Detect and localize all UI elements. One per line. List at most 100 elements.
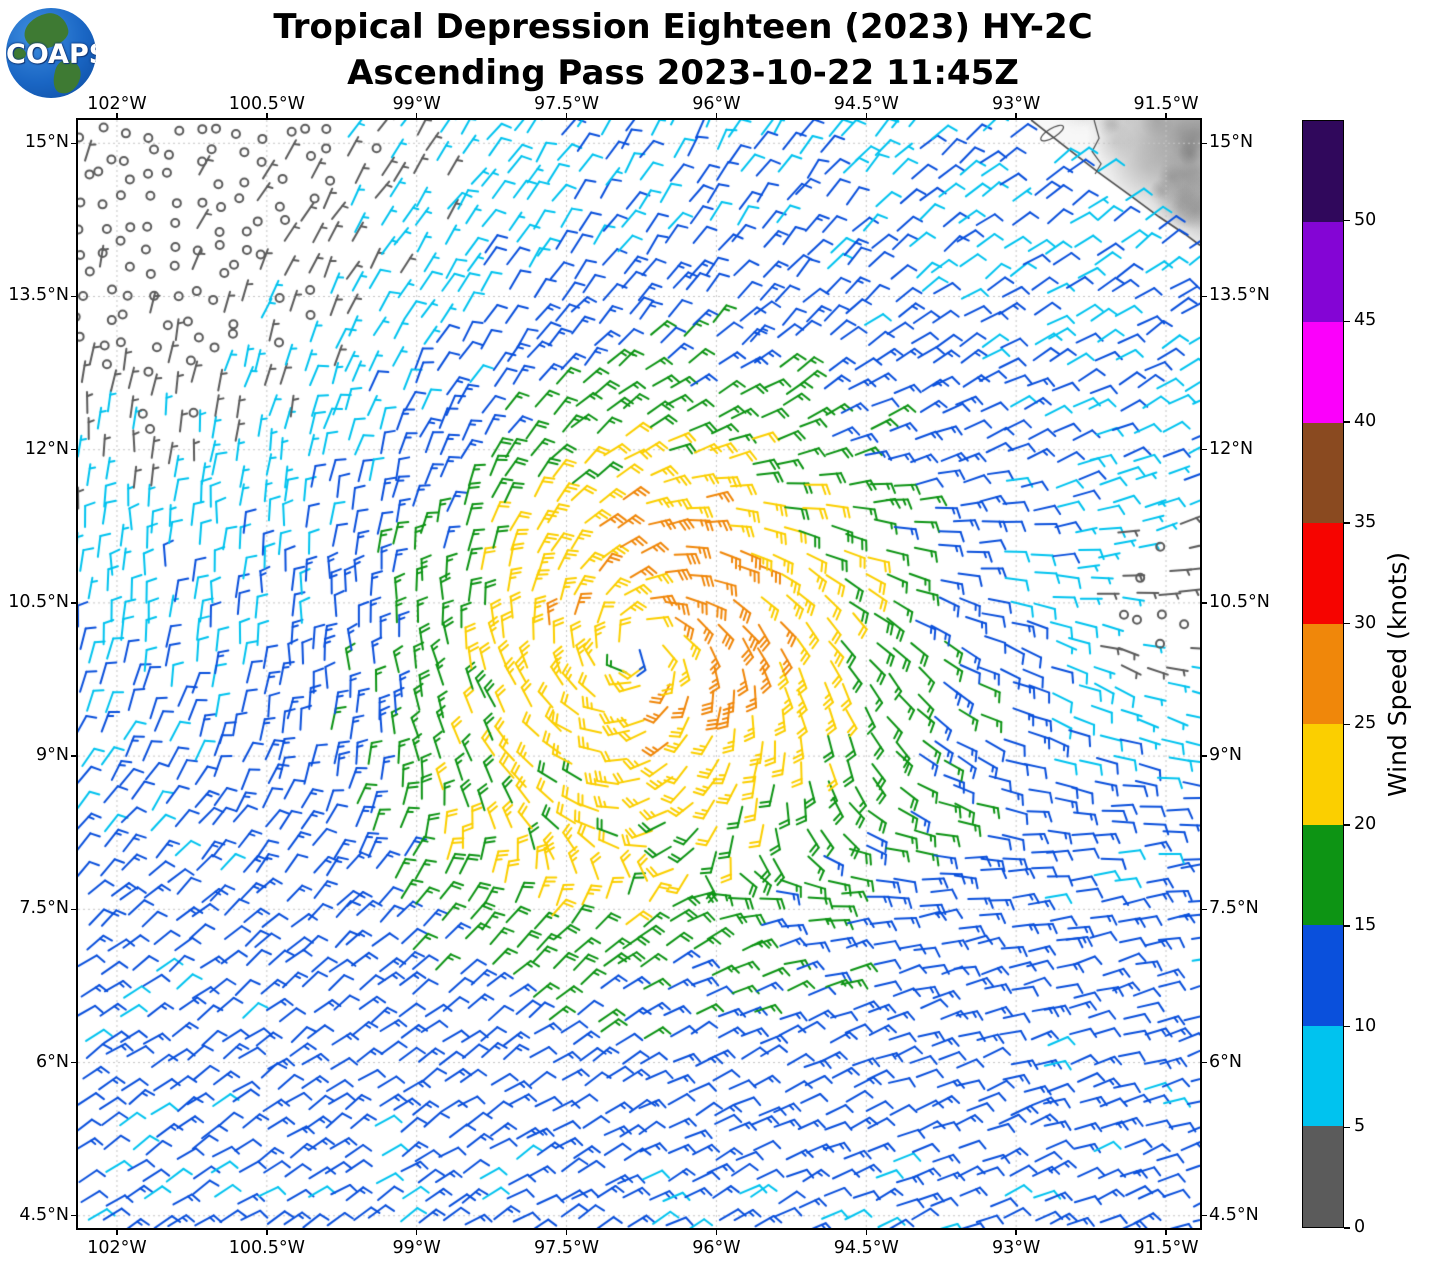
colorbar-segment: [1303, 1025, 1343, 1127]
x-tick-label-top: 97.5°W: [534, 94, 600, 114]
colorbar-tick-label: 20: [1354, 814, 1377, 835]
x-tick-label-bottom: 93°W: [991, 1238, 1041, 1258]
colorbar-tick-mark: [1344, 723, 1350, 726]
y-tick-mark-left: [71, 142, 78, 145]
colorbar-tick-mark: [1344, 622, 1350, 625]
x-tick-label-bottom: 100.5°W: [228, 1238, 305, 1258]
colorbar-segment: [1303, 221, 1343, 323]
colorbar-tick-label: 0: [1354, 1217, 1366, 1237]
colorbar-tick-mark: [1344, 1126, 1350, 1129]
y-tick-label-left: 10.5°N: [8, 591, 69, 612]
colorbar-tick-mark: [1344, 1025, 1350, 1028]
colorbar-tick-mark: [1344, 925, 1350, 927]
y-tick-label-right: 12°N: [1209, 438, 1254, 459]
y-tick-mark-right: [1200, 1061, 1207, 1064]
colorbar-tick-mark: [1344, 522, 1350, 524]
x-tick-label-bottom: 102°W: [87, 1238, 147, 1258]
x-tick-mark-top: [715, 113, 718, 120]
wind-barb-canvas: [78, 120, 1200, 1228]
colorbar-segment: [1303, 121, 1343, 222]
x-tick-mark-bottom: [1165, 1228, 1167, 1235]
x-tick-label-top: 93°W: [991, 94, 1041, 114]
coaps-logo: COAPS: [6, 8, 96, 98]
x-tick-label-bottom: 91.5°W: [1133, 1238, 1199, 1258]
x-tick-mark-bottom: [715, 1228, 718, 1235]
colorbar-tick-label: 25: [1354, 713, 1377, 734]
colorbar-segment: [1303, 1126, 1343, 1228]
colorbar-axis-label: Wind Speed (knots): [1383, 551, 1413, 797]
x-tick-label-top: 102°W: [87, 94, 147, 114]
x-tick-label-bottom: 99°W: [392, 1238, 441, 1258]
x-tick-mark-top: [266, 113, 268, 120]
x-tick-mark-top: [1165, 113, 1167, 120]
y-tick-label-right: 10.5°N: [1209, 591, 1270, 612]
x-tick-mark-top: [565, 113, 568, 120]
y-tick-label-left: 6°N: [36, 1051, 69, 1072]
y-tick-mark-right: [1200, 908, 1207, 911]
title-block: Tropical Depression Eighteen (2023) HY-2…: [100, 4, 1266, 96]
y-tick-label-right: 13.5°N: [1209, 285, 1270, 306]
y-tick-mark-left: [71, 448, 78, 451]
colorbar-tick-mark: [1344, 824, 1350, 826]
colorbar-tick-label: 5: [1354, 1116, 1366, 1137]
logo-continent-west: [10, 48, 26, 60]
y-tick-mark-right: [1200, 295, 1207, 298]
y-tick-mark-right: [1200, 755, 1207, 757]
x-tick-mark-bottom: [1015, 1228, 1017, 1235]
colorbar-tick-label: 35: [1354, 511, 1377, 532]
y-tick-label-left: 15°N: [24, 132, 69, 153]
x-tick-label-top: 96°W: [692, 94, 741, 114]
x-tick-mark-top: [1015, 113, 1017, 120]
y-tick-label-left: 12°N: [24, 438, 69, 459]
colorbar-tick-mark: [1344, 320, 1350, 323]
y-tick-mark-left: [71, 1061, 78, 1064]
colorbar-tick-label: 45: [1354, 310, 1377, 331]
y-tick-mark-left: [71, 1214, 78, 1217]
y-tick-mark-right: [1200, 602, 1207, 604]
y-tick-mark-right: [1200, 1214, 1207, 1217]
y-tick-mark-right: [1200, 142, 1207, 145]
colorbar-tick-mark: [1344, 219, 1350, 222]
x-tick-mark-bottom: [116, 1228, 118, 1235]
x-tick-label-top: 91.5°W: [1133, 94, 1199, 114]
y-tick-label-right: 9°N: [1209, 745, 1242, 766]
colorbar-segment: [1303, 824, 1343, 926]
x-tick-label-bottom: 97.5°W: [534, 1238, 600, 1258]
colorbar-tick-label: 10: [1354, 1015, 1377, 1036]
colorbar-tick-label: 40: [1354, 411, 1377, 432]
x-tick-mark-bottom: [266, 1228, 268, 1235]
chart-title-line1: Tropical Depression Eighteen (2023) HY-2…: [273, 7, 1093, 47]
colorbar-tick-label: 50: [1354, 209, 1377, 230]
colorbar-tick-mark: [1344, 1227, 1350, 1229]
x-tick-label-top: 99°W: [392, 94, 441, 114]
x-tick-mark-top: [415, 113, 418, 120]
x-tick-label-top: 100.5°W: [228, 94, 305, 114]
colorbar: [1302, 120, 1344, 1228]
x-tick-mark-bottom: [415, 1228, 418, 1235]
y-tick-label-left: 4.5°N: [19, 1204, 69, 1225]
y-tick-mark-left: [71, 602, 78, 604]
colorbar-segment: [1303, 623, 1343, 725]
colorbar-tick-label: 15: [1354, 914, 1377, 935]
y-tick-label-right: 15°N: [1209, 132, 1254, 153]
y-tick-mark-left: [71, 755, 78, 757]
colorbar-segment: [1303, 523, 1343, 624]
x-tick-mark-top: [865, 113, 868, 120]
y-tick-label-left: 9°N: [36, 745, 69, 766]
y-tick-label-right: 4.5°N: [1209, 1204, 1259, 1225]
logo-text: COAPS: [6, 39, 96, 70]
y-tick-label-right: 7.5°N: [1209, 898, 1259, 919]
map-plot-area: [76, 118, 1202, 1230]
y-tick-label-right: 6°N: [1209, 1051, 1242, 1072]
x-tick-mark-bottom: [565, 1228, 568, 1235]
y-tick-mark-right: [1200, 448, 1207, 451]
y-tick-label-left: 13.5°N: [8, 285, 69, 306]
y-tick-mark-left: [71, 295, 78, 298]
chart-title-line2: Ascending Pass 2023-10-22 11:45Z: [347, 53, 1019, 93]
colorbar-tick-label: 30: [1354, 612, 1377, 633]
y-tick-mark-left: [71, 908, 78, 911]
y-tick-label-left: 7.5°N: [19, 898, 69, 919]
x-tick-label-top: 94.5°W: [833, 94, 899, 114]
x-tick-label-bottom: 94.5°W: [833, 1238, 899, 1258]
